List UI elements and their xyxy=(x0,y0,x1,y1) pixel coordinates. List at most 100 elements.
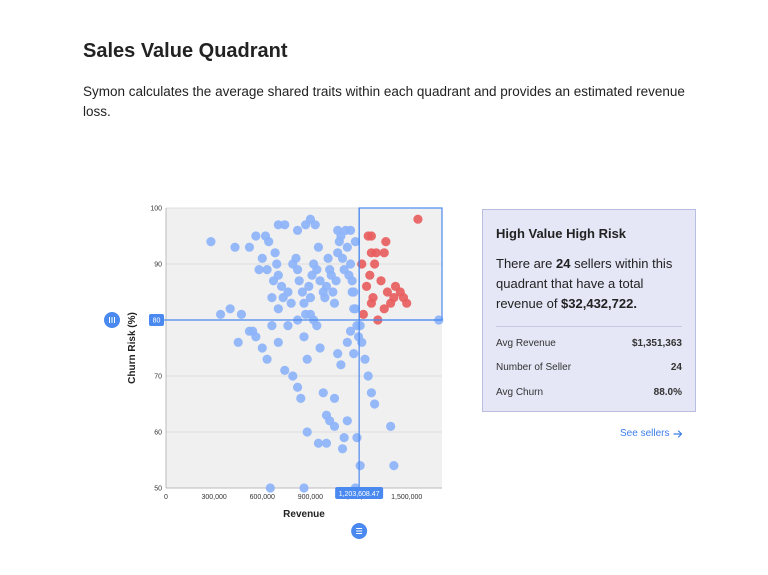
data-point[interactable] xyxy=(370,399,380,409)
data-point[interactable] xyxy=(206,237,216,247)
data-point[interactable] xyxy=(292,225,303,235)
data-point[interactable] xyxy=(304,281,314,291)
data-point-high-risk[interactable] xyxy=(366,231,376,241)
data-point-high-risk[interactable] xyxy=(376,276,386,286)
data-point[interactable] xyxy=(273,304,283,314)
data-point[interactable] xyxy=(254,265,264,275)
data-point[interactable] xyxy=(315,343,325,353)
data-point[interactable] xyxy=(310,220,320,230)
data-point[interactable] xyxy=(360,354,370,364)
data-point[interactable] xyxy=(336,360,346,370)
data-point-high-risk[interactable] xyxy=(371,248,381,258)
data-point[interactable] xyxy=(345,259,356,269)
data-point-high-risk[interactable] xyxy=(358,309,368,319)
data-point[interactable] xyxy=(215,309,226,319)
data-point[interactable] xyxy=(329,393,340,403)
data-point[interactable] xyxy=(276,281,287,291)
data-point[interactable] xyxy=(312,321,322,331)
data-point[interactable] xyxy=(302,427,312,437)
data-point[interactable] xyxy=(297,287,307,297)
data-point[interactable] xyxy=(244,242,255,252)
data-point[interactable] xyxy=(292,382,303,392)
data-point[interactable] xyxy=(386,421,396,431)
data-point[interactable] xyxy=(323,253,333,263)
data-point[interactable] xyxy=(331,276,341,286)
data-point-high-risk[interactable] xyxy=(382,287,393,297)
data-point-high-risk[interactable] xyxy=(370,259,380,269)
data-point-high-risk[interactable] xyxy=(365,270,375,280)
data-point[interactable] xyxy=(273,270,283,280)
x-divider-drag-handle[interactable] xyxy=(351,523,368,539)
data-point-high-risk[interactable] xyxy=(361,281,372,291)
data-point-high-risk[interactable] xyxy=(381,237,391,247)
data-point[interactable] xyxy=(312,265,322,275)
data-point-high-risk[interactable] xyxy=(389,293,399,303)
y-divider-drag-handle[interactable] xyxy=(104,312,120,328)
data-point[interactable] xyxy=(233,337,243,347)
data-point[interactable] xyxy=(333,225,343,235)
data-point[interactable] xyxy=(349,304,359,314)
data-point[interactable] xyxy=(347,276,357,286)
data-point[interactable] xyxy=(352,433,362,443)
data-point[interactable] xyxy=(283,321,293,331)
data-point[interactable] xyxy=(347,287,357,297)
data-point[interactable] xyxy=(270,248,280,258)
data-point[interactable] xyxy=(286,298,296,308)
data-point[interactable] xyxy=(257,343,267,353)
data-point[interactable] xyxy=(345,326,356,336)
data-point-high-risk[interactable] xyxy=(366,298,376,308)
data-point[interactable] xyxy=(267,321,277,331)
data-point[interactable] xyxy=(283,287,293,297)
data-point[interactable] xyxy=(273,337,283,347)
data-point[interactable] xyxy=(321,281,332,291)
data-point[interactable] xyxy=(291,253,301,263)
data-point-high-risk[interactable] xyxy=(402,298,412,308)
data-point[interactable] xyxy=(230,242,240,252)
data-point[interactable] xyxy=(273,220,283,230)
data-point[interactable] xyxy=(313,438,324,448)
data-point[interactable] xyxy=(262,354,272,364)
data-point[interactable] xyxy=(342,242,352,252)
data-point[interactable] xyxy=(299,298,309,308)
data-point[interactable] xyxy=(299,332,309,342)
data-point[interactable] xyxy=(257,253,267,263)
data-point[interactable] xyxy=(333,349,343,359)
data-point-high-risk[interactable] xyxy=(379,248,389,258)
data-point[interactable] xyxy=(225,304,235,314)
data-point[interactable] xyxy=(345,225,356,235)
data-point-high-risk[interactable] xyxy=(413,214,423,224)
data-point[interactable] xyxy=(315,276,325,286)
data-point[interactable] xyxy=(389,461,399,471)
data-point[interactable] xyxy=(321,438,332,448)
data-point[interactable] xyxy=(264,237,274,247)
data-point[interactable] xyxy=(267,293,277,303)
data-point[interactable] xyxy=(318,388,328,398)
data-point[interactable] xyxy=(328,287,338,297)
data-point[interactable] xyxy=(366,388,376,398)
data-point[interactable] xyxy=(244,326,255,336)
data-point-high-risk[interactable] xyxy=(379,304,389,314)
data-point[interactable] xyxy=(272,259,282,269)
data-point[interactable] xyxy=(305,293,316,303)
data-point[interactable] xyxy=(355,321,365,331)
data-point[interactable] xyxy=(337,253,348,263)
data-point[interactable] xyxy=(262,265,272,275)
data-point[interactable] xyxy=(342,337,352,347)
data-point[interactable] xyxy=(236,309,247,319)
data-point[interactable] xyxy=(302,354,312,364)
data-point[interactable] xyxy=(299,483,309,493)
data-point[interactable] xyxy=(339,433,349,443)
data-point[interactable] xyxy=(350,237,360,247)
data-point[interactable] xyxy=(294,276,304,286)
data-point[interactable] xyxy=(349,349,359,359)
data-point[interactable] xyxy=(280,365,290,375)
data-point[interactable] xyxy=(296,393,306,403)
data-point[interactable] xyxy=(251,231,261,241)
data-point[interactable] xyxy=(329,421,340,431)
data-point[interactable] xyxy=(288,371,298,381)
data-point[interactable] xyxy=(363,371,373,381)
data-point[interactable] xyxy=(355,461,365,471)
quadrant-chart[interactable]: 50607080901000300,000600,000900,0001,200… xyxy=(100,196,460,546)
data-point[interactable] xyxy=(280,220,290,230)
data-point[interactable] xyxy=(313,242,324,252)
